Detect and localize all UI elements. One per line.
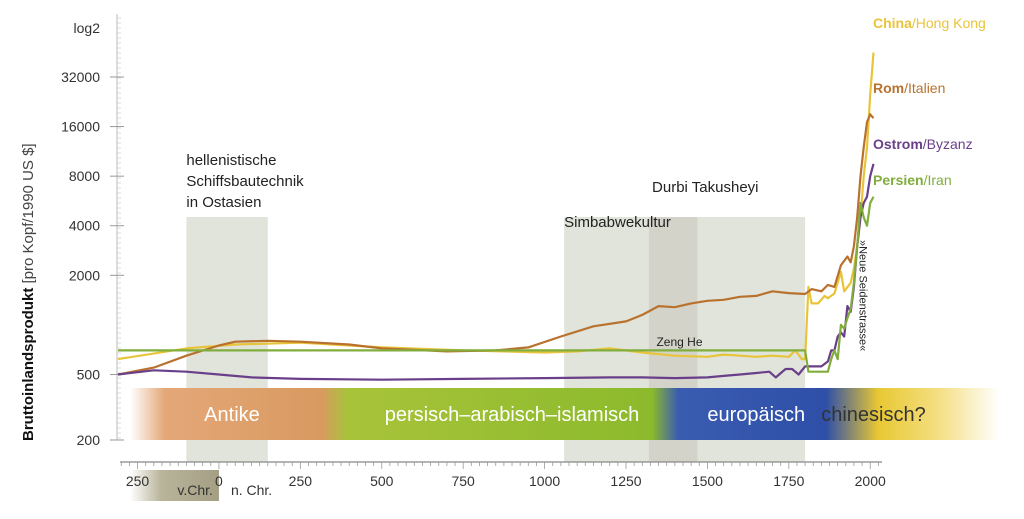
y-tick-label: 200 — [77, 432, 101, 448]
era-label-1: persisch–arabisch–islamisch — [385, 404, 640, 426]
annotations: hellenistische Schiffsbautechnik in Ostasi… — [186, 152, 868, 351]
legend: China/Hong Kong Rom/Italien Ostrom/Byzanz P… — [873, 15, 986, 188]
x-tick-label: 2000 — [855, 473, 886, 489]
series-line-rom — [117, 113, 875, 376]
era-band: Antike persisch–arabisch–islamisch europäi… — [130, 388, 1000, 440]
x-tick-label: 0 — [215, 473, 223, 489]
axes: 200 500 2000 4000 8000 16000 32000 log2 Bruttoin… — [20, 14, 886, 501]
x-tick-label: 1750 — [773, 473, 804, 489]
x-tick-label: 1250 — [610, 473, 641, 489]
vchr-label: v.Chr. — [177, 482, 213, 498]
era-label-2: europäisch — [707, 404, 805, 426]
x-tick-label: 250 — [289, 473, 313, 489]
y-scale-label: log2 — [74, 20, 101, 36]
legend-rom: Rom/Italien — [873, 80, 945, 96]
x-tick-label: 1500 — [692, 473, 723, 489]
annotation-zeng-he: Zeng He — [656, 335, 702, 349]
annotation-durbi: Durbi Takusheyi — [652, 179, 758, 196]
y-tick-label: 16000 — [61, 119, 100, 135]
legend-ostrom: Ostrom/Byzanz — [873, 136, 973, 152]
series-line-persien — [118, 196, 875, 373]
series-lines — [117, 52, 875, 381]
annotation-hellenistic-line: in Ostasien — [186, 194, 261, 211]
x-tick-label: 500 — [370, 473, 394, 489]
nchr-label: n. Chr. — [231, 482, 272, 498]
vchr-band — [130, 470, 219, 501]
annotation-simbabwe: Simbabwekultur — [564, 214, 671, 231]
y-tick-label: 8000 — [69, 168, 100, 184]
x-tick-label: 1000 — [529, 473, 560, 489]
x-tick-label: 750 — [451, 473, 475, 489]
era-label-0: Antike — [204, 404, 260, 426]
x-tick-label: 250 — [126, 473, 150, 489]
y-tick-label: 32000 — [61, 69, 100, 85]
y-axis-title: Bruttoinlandsprodukt [pro Kopf/1990 US $… — [20, 143, 37, 441]
y-tick-label: 500 — [77, 366, 101, 382]
legend-persien: Persien/Iran — [873, 172, 952, 188]
annotation-neue-seidenstrasse: »Neue Seidenstrasse« — [857, 240, 869, 351]
legend-china: China/Hong Kong — [873, 15, 986, 31]
y-tick-label: 2000 — [69, 267, 100, 283]
era-label-3: chinesisch? — [821, 404, 926, 426]
y-tick-label: 4000 — [69, 218, 100, 234]
annotation-hellenistic-line: hellenistische — [186, 152, 276, 169]
annotation-hellenistic-line: Schiffsbautechnik — [186, 173, 304, 190]
era-band-gradient — [130, 388, 1000, 440]
